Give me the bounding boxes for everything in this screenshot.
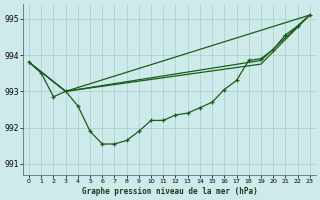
X-axis label: Graphe pression niveau de la mer (hPa): Graphe pression niveau de la mer (hPa) (82, 187, 257, 196)
